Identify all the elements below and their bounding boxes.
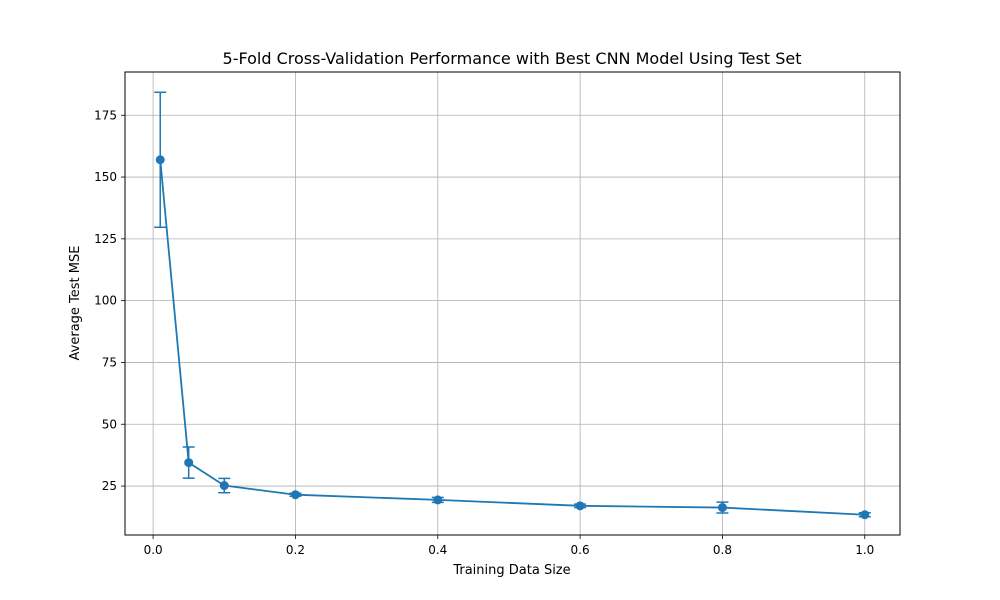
data-point	[184, 458, 194, 468]
x-tick-label: 0.4	[428, 543, 447, 557]
series-line-group	[159, 159, 865, 516]
data-point	[717, 503, 727, 513]
x-tick-label: 1.0	[855, 543, 874, 557]
series-line	[159, 159, 865, 516]
x-tick-label: 0.0	[144, 543, 163, 557]
x-tick-label: 0.6	[571, 543, 590, 557]
chart-title: 5-Fold Cross-Validation Performance with…	[223, 49, 802, 68]
y-tick-label: 75	[102, 355, 117, 369]
x-tick-label: 0.8	[713, 543, 732, 557]
x-axis-label: Training Data Size	[452, 563, 570, 578]
x-ticks: 0.0 0.2 0.4 0.6 0.8 1.0	[144, 535, 874, 557]
plot-frame	[124, 71, 901, 536]
data-point	[433, 495, 443, 505]
y-tick-label: 50	[102, 417, 117, 431]
y-ticks: 25 50 75 100 125 150 175	[94, 108, 125, 493]
y-tick-label: 100	[94, 294, 117, 308]
data-point	[219, 481, 229, 491]
y-tick-label: 125	[94, 232, 117, 246]
data-point	[155, 155, 165, 165]
error-bars	[154, 91, 871, 518]
y-axis-label: Average Test MSE	[68, 246, 83, 361]
y-tick-label: 25	[102, 479, 117, 493]
y-tick-label: 150	[94, 170, 117, 184]
data-point	[290, 490, 300, 500]
y-tick-label: 175	[94, 108, 117, 122]
grid	[125, 72, 900, 535]
data-point	[860, 510, 870, 520]
data-point	[575, 501, 585, 511]
data-points	[155, 155, 870, 520]
x-tick-label: 0.2	[286, 543, 305, 557]
